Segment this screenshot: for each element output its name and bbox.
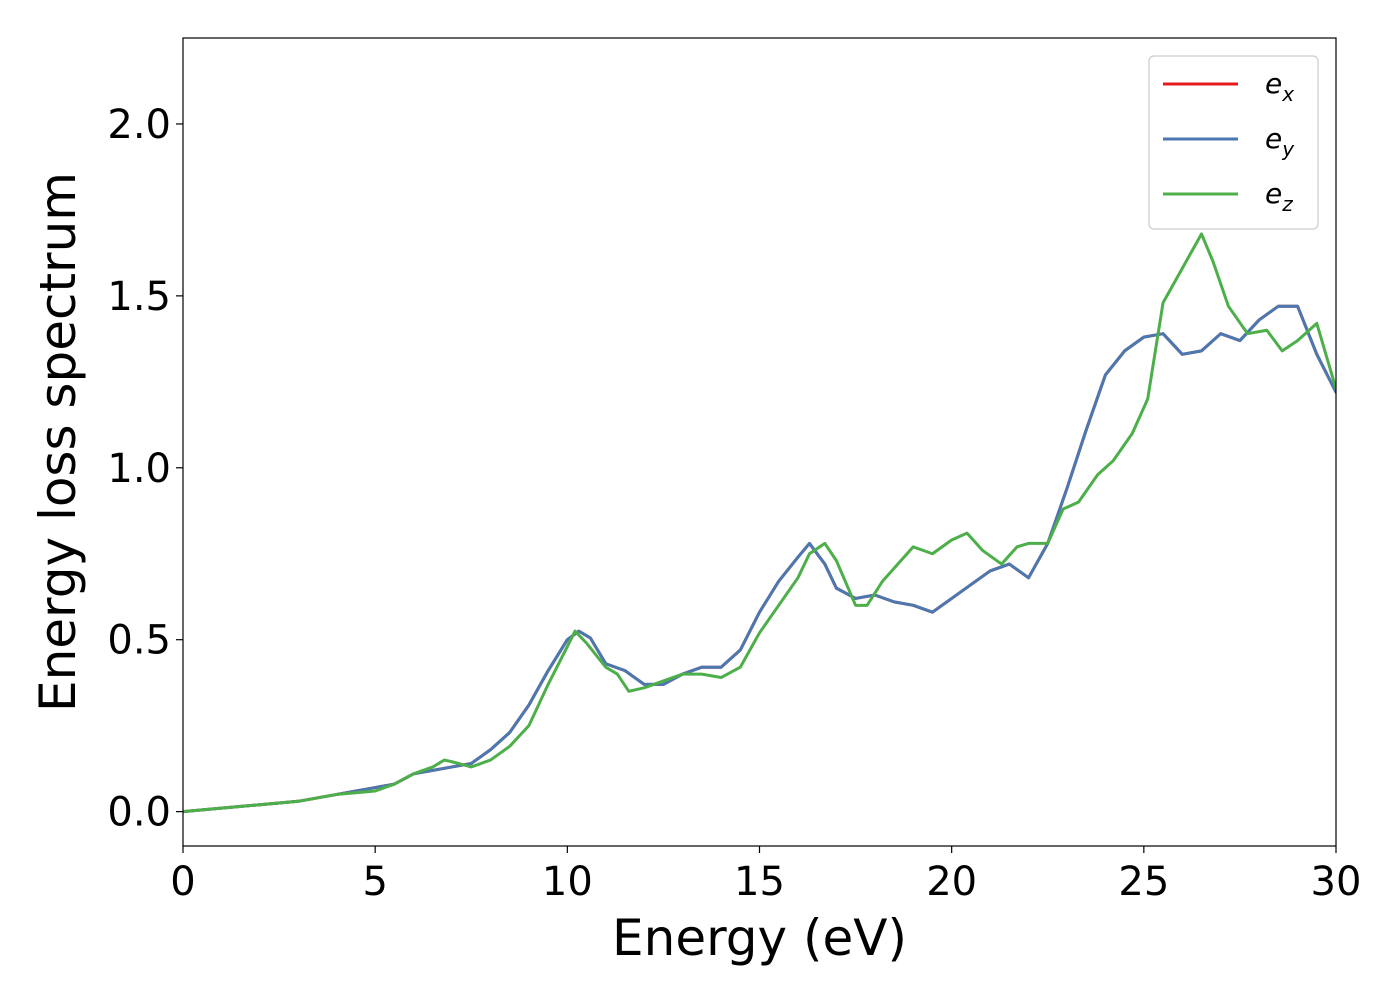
x-tick-label: 25 bbox=[1118, 859, 1169, 905]
y-tick-label: 1.0 bbox=[107, 446, 171, 492]
legend-label-y: ey bbox=[1265, 122, 1295, 161]
axes-layer: 0 5 10 15 20 25 30 0.0 0.5 1.0 1.5 2.0 Energy (eV) En… bbox=[29, 37, 1362, 967]
x-tick-label: 15 bbox=[734, 859, 785, 905]
x-tick-label: 0 bbox=[170, 859, 195, 905]
x-tick-label: 10 bbox=[542, 859, 593, 905]
x-tick-label: 20 bbox=[926, 859, 977, 905]
y-tick-label: 0.0 bbox=[107, 790, 171, 836]
plot-layer bbox=[183, 232, 1336, 814]
y-tick-label: 0.5 bbox=[107, 618, 171, 664]
y-axis-label: Energy loss spectrum bbox=[29, 172, 87, 712]
legend-label-x: ex bbox=[1265, 67, 1294, 106]
x-tick-label: 30 bbox=[1311, 859, 1362, 905]
series-line-x bbox=[183, 304, 1336, 814]
y-tick-label: 1.5 bbox=[107, 274, 171, 320]
series-line-z bbox=[183, 232, 1336, 814]
x-tick-label: 5 bbox=[362, 859, 387, 905]
series-line-y bbox=[183, 304, 1336, 814]
series-lines bbox=[183, 232, 1336, 814]
y-tick-label: 2.0 bbox=[107, 102, 171, 148]
legend-box bbox=[1148, 55, 1319, 230]
x-axis-label: Energy (eV) bbox=[612, 909, 907, 967]
